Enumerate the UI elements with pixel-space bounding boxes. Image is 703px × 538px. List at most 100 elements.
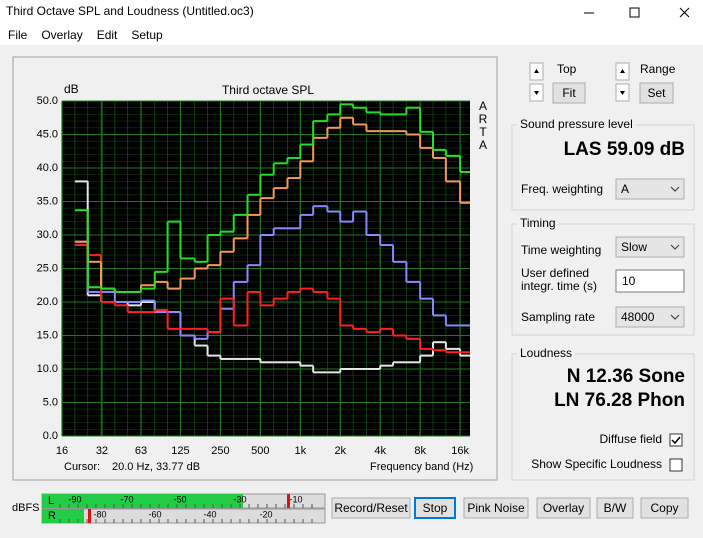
- y-tick-label: 50.0: [37, 95, 58, 107]
- button-label: Copy: [650, 501, 678, 515]
- checkbox[interactable]: [669, 433, 683, 447]
- side-panel: Top Range Fit Set Sound pressure level LAS 59…: [511, 62, 695, 481]
- integr-input[interactable]: [615, 269, 685, 293]
- meter-scale-label: -10: [289, 494, 302, 504]
- button-label: Record/Reset: [334, 501, 408, 515]
- button-label: Pink Noise: [467, 501, 525, 515]
- combo-box[interactable]: [615, 178, 685, 200]
- side-label: A: [479, 138, 487, 152]
- combo-arrow: [670, 244, 680, 250]
- maximize-button[interactable]: [629, 7, 640, 18]
- group-label: Sound pressure level: [520, 117, 633, 131]
- x-tick-label: 4k: [374, 445, 386, 457]
- y-tick-label: 20.0: [37, 296, 58, 308]
- group-label: Timing: [520, 216, 556, 230]
- button-label: Stop: [423, 501, 448, 515]
- y-tick-label: 0.0: [43, 430, 58, 442]
- meter-scale-label: -80: [93, 509, 106, 519]
- arrow-icon: [620, 91, 625, 95]
- combo-box[interactable]: [615, 236, 685, 258]
- button[interactable]: [463, 497, 529, 519]
- spl-reading: LAS 59.09 dB: [564, 139, 685, 160]
- cursor-value: 20.0 Hz, 33.77 dB: [112, 461, 200, 473]
- meter-channel: R: [48, 510, 56, 522]
- y-tick-label: 45.0: [37, 128, 58, 140]
- x-tick-label: 2k: [334, 445, 346, 457]
- meter-unit: dBFS: [12, 502, 40, 514]
- button[interactable]: [414, 497, 456, 519]
- time-weighting-label: Time weighting: [521, 243, 601, 257]
- y-tick-label: 25.0: [37, 262, 58, 274]
- side-label: A: [479, 99, 487, 113]
- x-tick-label: 16: [56, 445, 68, 457]
- button[interactable]: [536, 497, 591, 519]
- meter-scale-label: -20: [259, 509, 272, 519]
- combo-value: A: [621, 182, 629, 196]
- meter-track: [41, 508, 326, 524]
- button-label: Overlay: [543, 501, 584, 515]
- x-tick-label: 250: [211, 445, 229, 457]
- menu-bar: [0, 25, 703, 45]
- meter-level: [42, 509, 84, 523]
- x-tick-label: 125: [171, 445, 189, 457]
- integr-value: 10: [622, 274, 636, 288]
- series-group: [74, 103, 470, 374]
- group-label-bg: [517, 222, 559, 226]
- menu-item[interactable]: Edit: [97, 28, 118, 42]
- button[interactable]: [640, 497, 689, 519]
- top-label: Top: [557, 62, 577, 76]
- side-label: T: [479, 125, 487, 139]
- group-box: [511, 353, 695, 481]
- combo-box[interactable]: [615, 306, 685, 328]
- menu-item[interactable]: Overlay: [41, 28, 82, 42]
- group-box: [511, 223, 695, 336]
- meter-scale-label: -50: [173, 494, 186, 504]
- button[interactable]: [596, 497, 634, 519]
- x-tick-label: 500: [251, 445, 269, 457]
- button-label: B/W: [604, 501, 627, 515]
- cursor-label: Cursor:: [64, 461, 100, 473]
- x-tick-label: 16k: [451, 445, 469, 457]
- arrow-icon: [620, 69, 625, 73]
- y-tick-label: 30.0: [37, 229, 58, 241]
- checkbox-label: Show Specific Loudness: [531, 457, 662, 471]
- fit-button[interactable]: [552, 82, 586, 104]
- checkmark: [671, 436, 681, 445]
- fit-button-label: Fit: [562, 86, 576, 100]
- group-label: Loudness: [520, 346, 572, 360]
- loudness-ln: LN 76.28 Phon: [554, 390, 685, 411]
- meter-level: [42, 494, 243, 508]
- group-label-bg: [517, 352, 576, 356]
- set-button[interactable]: [639, 82, 674, 104]
- y-unit: dB: [64, 82, 79, 96]
- combo-arrow: [670, 314, 680, 320]
- y-tick-label: 35.0: [37, 195, 58, 207]
- meter-scale-label: -70: [120, 494, 133, 504]
- checkbox[interactable]: [669, 458, 683, 472]
- weighting-label: Freq. weighting: [521, 182, 603, 196]
- button[interactable]: [331, 497, 411, 519]
- plot-title: Third octave SPL: [222, 83, 314, 97]
- x-axis-label: Frequency band (Hz): [370, 461, 473, 473]
- menu-item[interactable]: File: [8, 28, 28, 42]
- side-label: R: [479, 112, 488, 126]
- combo-value: Slow: [621, 240, 647, 254]
- checkbox-label: Diffuse field: [600, 432, 662, 446]
- combo-value: 48000: [621, 310, 655, 324]
- menu-item[interactable]: Setup: [131, 28, 163, 42]
- meter-channel: L: [48, 495, 54, 507]
- bottom-bar: dBFS L -90 -70 -50 -30 -10 R -80 -60 -40 -20 Record/…: [12, 493, 689, 524]
- integr-label: User defined: [521, 266, 589, 280]
- set-button-label: Set: [647, 86, 666, 100]
- window-title: Third Octave SPL and Loudness (Untitled.…: [6, 4, 254, 18]
- x-tick-label: 8k: [414, 445, 426, 457]
- meter-scale-label: -60: [148, 509, 161, 519]
- meter-scale-label: -30: [233, 494, 246, 504]
- y-tick-label: 40.0: [37, 162, 58, 174]
- y-tick-label: 15.0: [37, 329, 58, 341]
- arrow-icon: [534, 69, 539, 73]
- close-button[interactable]: [679, 7, 690, 18]
- meter-peak: [88, 509, 91, 523]
